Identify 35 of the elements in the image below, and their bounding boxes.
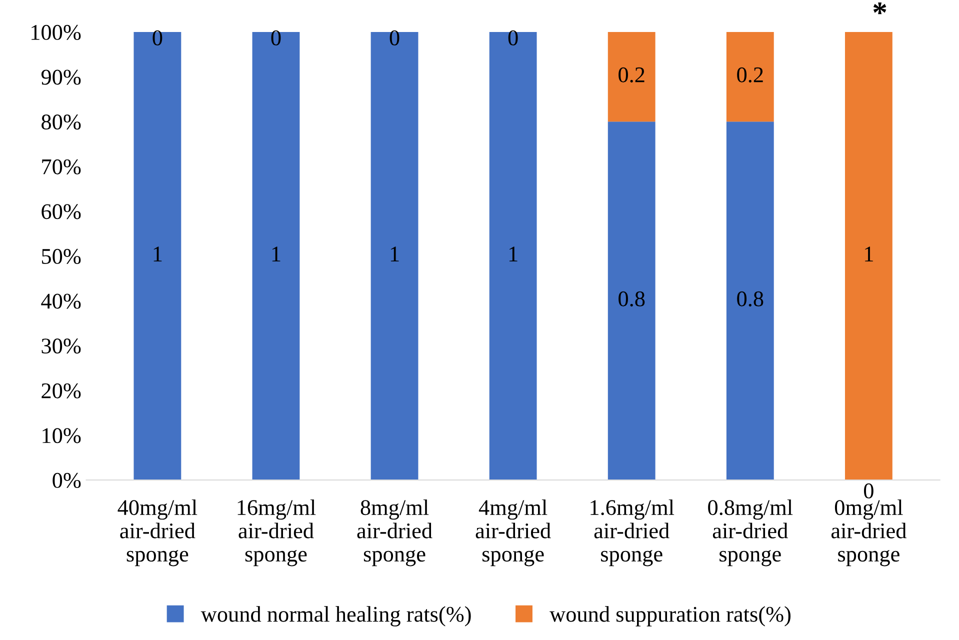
y-tick-label: 70% xyxy=(42,159,81,174)
y-tick-label: 80% xyxy=(42,114,81,130)
y-tick-label: 30% xyxy=(42,338,81,354)
data-label: 0.8 xyxy=(737,291,764,306)
data-label: 1 xyxy=(509,246,518,262)
data-label: 0.2 xyxy=(618,67,644,82)
annotation: * xyxy=(873,2,886,14)
annotation: 0 xyxy=(864,483,874,498)
y-tick-label: 40% xyxy=(41,294,81,309)
y-tick-label: 60% xyxy=(42,204,81,220)
data-label: 0 xyxy=(271,30,281,46)
y-tick-label: 50% xyxy=(42,248,81,264)
y-tick-label: 0% xyxy=(52,472,81,488)
data-label: 1 xyxy=(865,246,873,262)
y-tick-label: 100% xyxy=(32,24,81,40)
data-label: 0 xyxy=(390,30,400,46)
legend-label: wound suppuration rats(%) xyxy=(550,606,790,626)
data-label: 1 xyxy=(154,246,162,262)
data-label: 0.8 xyxy=(618,291,645,306)
x-tick-label: 0.8mg/ml air-dried sponge xyxy=(708,499,793,566)
y-tick-label: 10% xyxy=(42,428,81,444)
x-tick-label: 8mg/ml air-dried sponge xyxy=(357,499,432,566)
data-label: 0 xyxy=(152,30,162,46)
data-label: 1 xyxy=(272,246,280,262)
x-tick-label: 16mg/ml air-dried sponge xyxy=(238,499,316,566)
data-label: 0 xyxy=(508,30,518,46)
y-tick-label: 90% xyxy=(41,70,81,85)
x-tick-label: 40mg/ml air-dried sponge xyxy=(118,499,198,566)
data-label: 0.2 xyxy=(737,67,763,82)
x-tick-label: 0mg/ml air-dried sponge xyxy=(831,499,906,566)
legend-label: wound normal healing rats(%) xyxy=(200,606,471,626)
x-tick-label: 4mg/ml air-dried sponge xyxy=(476,499,551,566)
y-tick-label: 20% xyxy=(42,383,81,398)
x-tick-label: 1.6mg/ml air-dried sponge xyxy=(590,499,674,566)
data-label: 1 xyxy=(390,246,399,262)
